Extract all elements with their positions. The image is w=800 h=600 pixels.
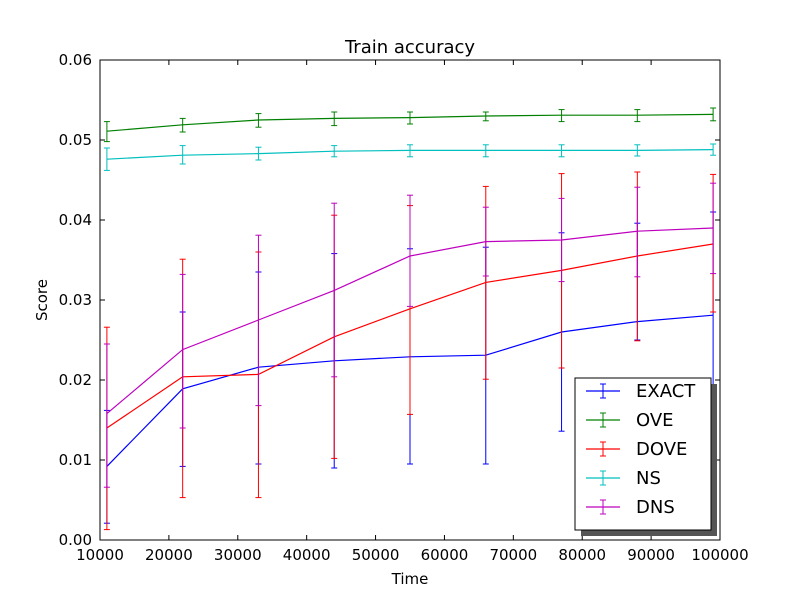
series-line [106,113,714,132]
x-tick-label: 50000 [352,546,400,564]
legend-entry-exact: EXACT [586,381,696,402]
legend: EXACT OVE DOVE NS DNS [574,377,717,536]
series-line [106,227,714,415]
legend-box [574,377,712,531]
series-line [106,243,714,429]
x-tick-label: 60000 [421,546,469,564]
legend-entry-ns: NS [586,468,661,489]
y-tick-label: 0.06 [59,51,92,69]
y-tick-label: 0.05 [59,131,92,149]
x-axis-label: Time [391,570,429,588]
series-line [106,149,714,160]
legend-items: EXACT OVE DOVE NS DNS [586,381,696,518]
x-tick-label: 100000 [691,546,748,564]
x-tick-label: 30000 [214,546,262,564]
x-tick-label: 40000 [283,546,331,564]
chart-title: Train accuracy [344,37,475,58]
series-ove [103,107,717,143]
y-tick-label: 0.02 [59,371,92,389]
x-tick-label: 80000 [558,546,606,564]
x-tick-label: 20000 [145,546,193,564]
y-tick-label: 0.03 [59,291,92,309]
legend-label: OVE [636,410,674,431]
x-tick-label: 90000 [627,546,675,564]
x-tick-label: 10000 [76,546,124,564]
y-axis-label: Score [33,279,51,321]
legend-label: NS [636,468,661,489]
legend-entry-dns: DNS [586,497,675,518]
legend-label: EXACT [636,381,696,402]
legend-entry-ove: OVE [586,410,674,431]
x-tick-label: 70000 [489,546,537,564]
legend-entry-dove: DOVE [586,439,687,460]
series-ns [103,143,717,171]
y-tick-label: 0.04 [59,211,92,229]
legend-label: DOVE [636,439,687,460]
y-tick-label: 0.00 [59,531,92,549]
y-tick-label: 0.01 [59,451,92,469]
ticks-layer: 10000 20000 30000 40000 50000 60000 70000 80000… [59,51,749,564]
legend-label: DNS [636,497,675,518]
series-layer [103,107,717,531]
series-dns [103,182,717,488]
